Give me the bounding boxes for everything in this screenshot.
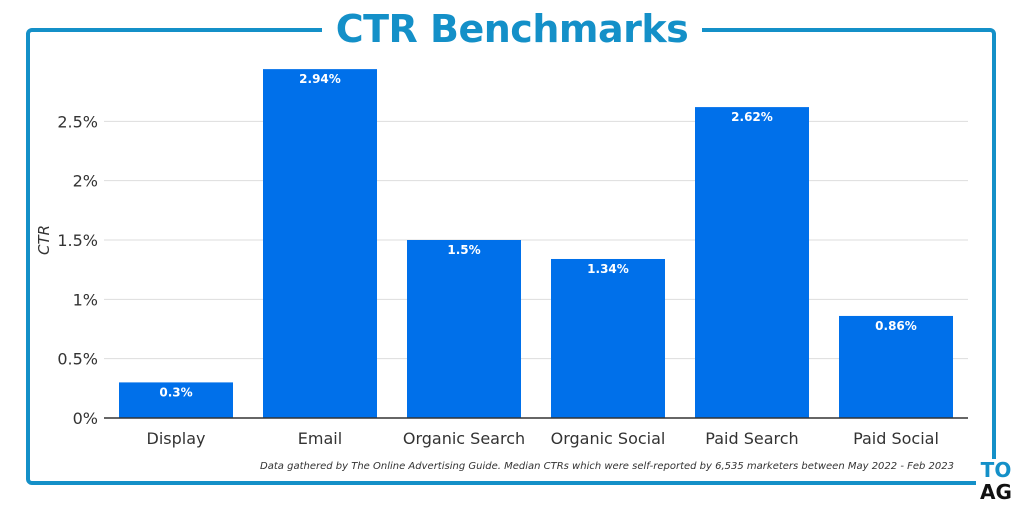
y-tick-label: 1% <box>73 290 98 309</box>
y-tick-label: 2.5% <box>57 112 98 131</box>
bar-data-label: 1.34% <box>587 262 629 276</box>
logo-line-2: AG <box>980 480 1012 504</box>
bar <box>119 382 233 418</box>
bar-data-label: 2.94% <box>299 72 341 86</box>
bar <box>695 107 809 419</box>
x-tick-label: Organic Social <box>551 429 666 448</box>
bar <box>407 240 521 418</box>
y-tick-label: 2% <box>73 172 98 191</box>
logo-line-1: TO <box>980 458 1012 482</box>
bar-data-label: 0.86% <box>875 319 917 333</box>
bar <box>839 315 953 418</box>
y-tick-label: 0.5% <box>57 350 98 369</box>
bar-data-label: 0.3% <box>159 385 192 399</box>
bar-data-label: 1.5% <box>447 243 480 257</box>
bar-data-label: 2.62% <box>731 110 773 124</box>
y-tick-label: 0% <box>73 409 98 428</box>
x-tick-label: Organic Search <box>403 429 525 448</box>
bar <box>551 258 665 418</box>
y-tick-label: 1.5% <box>57 231 98 250</box>
x-tick-label: Display <box>147 429 206 448</box>
brand-logo: TO AG <box>976 459 1016 503</box>
x-tick-label: Paid Social <box>853 429 939 448</box>
x-tick-label: Email <box>298 429 342 448</box>
bar <box>263 69 377 419</box>
footnote: Data gathered by The Online Advertising … <box>260 461 954 472</box>
x-tick-label: Paid Search <box>705 429 798 448</box>
y-axis-label: CTR <box>35 225 53 255</box>
